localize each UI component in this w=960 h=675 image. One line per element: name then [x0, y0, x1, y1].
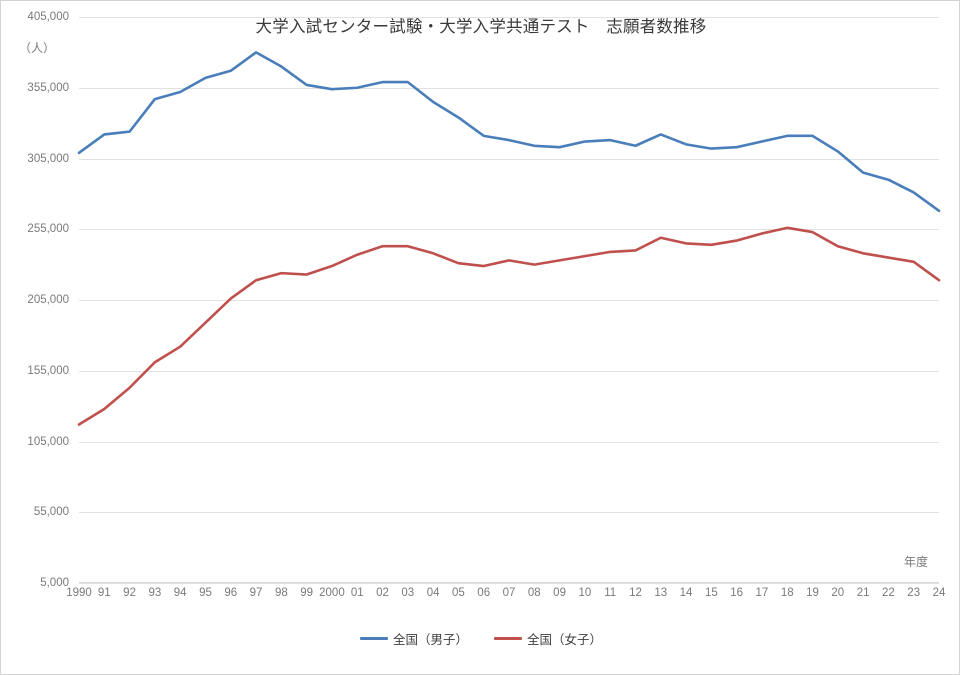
x-axis-tick-label: 2000 — [319, 587, 345, 599]
y-axis-tick-label: 405,000 — [27, 11, 69, 23]
x-axis-tick-label: 91 — [97, 587, 111, 599]
legend-item[interactable]: 全国（女子） — [494, 629, 602, 648]
gridline — [79, 583, 939, 584]
x-axis-line — [79, 582, 939, 583]
x-axis-tick-label: 93 — [148, 587, 162, 599]
x-axis-tick-label: 1990 — [66, 587, 92, 599]
x-axis-tick-label: 09 — [553, 587, 566, 599]
y-axis-tick-label: 205,000 — [27, 294, 69, 306]
x-axis-tick-label: 24 — [932, 587, 946, 599]
x-axis-tick-label: 20 — [831, 587, 845, 599]
x-axis-tick-label: 99 — [300, 587, 314, 599]
x-axis-tick-label: 23 — [907, 587, 921, 599]
gridline — [79, 370, 939, 372]
legend-swatch-icon — [494, 636, 522, 641]
plot-area — [77, 17, 941, 584]
x-axis-tick-label: 16 — [730, 587, 744, 599]
legend-item[interactable]: 全国（男子） — [359, 629, 468, 648]
x-axis-tick-label: 21 — [856, 587, 870, 599]
x-axis-tick-label: 12 — [629, 587, 642, 599]
x-axis-tick-label: 03 — [401, 587, 415, 599]
gridline — [79, 300, 939, 301]
legend-label: 全国（男子） — [392, 633, 468, 647]
chart-title: 大学入試センター試験・大学入学共通テスト 志願者数推移 — [255, 18, 707, 36]
y-axis-tick-label: 155,000 — [27, 364, 69, 377]
x-axis-tick-label: 08 — [527, 587, 541, 599]
chart-legend: 全国（男子） 全国（女子） — [1, 629, 960, 648]
series-lines — [77, 51, 941, 426]
y-axis-unit-label: （人） — [19, 41, 56, 55]
y-axis-tick-label: 255,000 — [27, 223, 69, 236]
y-axis-tick-label: 305,000 — [27, 152, 69, 165]
gridline — [79, 441, 939, 443]
x-axis-tick-label: 18 — [780, 587, 794, 599]
x-axis-tick-label: 01 — [350, 587, 364, 599]
x-axis-tick-label: 98 — [274, 587, 288, 599]
x-axis-tick-label: 92 — [123, 587, 136, 599]
x-axis-tick-label: 07 — [502, 587, 516, 599]
x-axis-tick-label: 97 — [249, 587, 263, 599]
x-axis-tick-label: 15 — [704, 587, 718, 599]
x-axis-tick-label: 17 — [755, 587, 769, 599]
x-axis-tick-label: 06 — [477, 587, 491, 599]
y-axis-tick-label: 55,000 — [33, 506, 69, 519]
x-axis-tick-label: 94 — [173, 587, 187, 599]
gridline — [79, 87, 939, 89]
gridline — [79, 17, 939, 18]
x-axis-tick-label: 96 — [224, 587, 238, 599]
x-axis-tick-label: 11 — [604, 587, 617, 599]
legend-swatch-icon — [359, 636, 388, 641]
x-axis-tick-label: 04 — [426, 587, 440, 599]
gridline — [79, 512, 939, 514]
series-line — [77, 226, 941, 426]
x-axis-tick-label: 13 — [654, 587, 668, 599]
series-line — [77, 51, 941, 213]
y-axis-tick-label: 105,000 — [27, 435, 69, 448]
x-axis-tick-label: 02 — [376, 587, 389, 599]
x-axis-tick-label: 95 — [199, 587, 212, 599]
x-axis-tick-label: 10 — [578, 587, 592, 599]
x-axis-tick-label: 14 — [679, 587, 693, 599]
gridline — [79, 158, 939, 160]
legend-label: 全国（女子） — [527, 633, 603, 647]
y-axis-tick-label: 355,000 — [27, 81, 69, 94]
gridline — [79, 229, 939, 231]
y-axis-tick-label: 5,000 — [40, 577, 69, 589]
x-axis-title: 年度 — [904, 555, 929, 569]
x-axis-tick-label: 19 — [806, 587, 819, 599]
x-axis-tick-label: 22 — [882, 587, 895, 599]
x-axis-tick-label: 05 — [452, 587, 465, 599]
